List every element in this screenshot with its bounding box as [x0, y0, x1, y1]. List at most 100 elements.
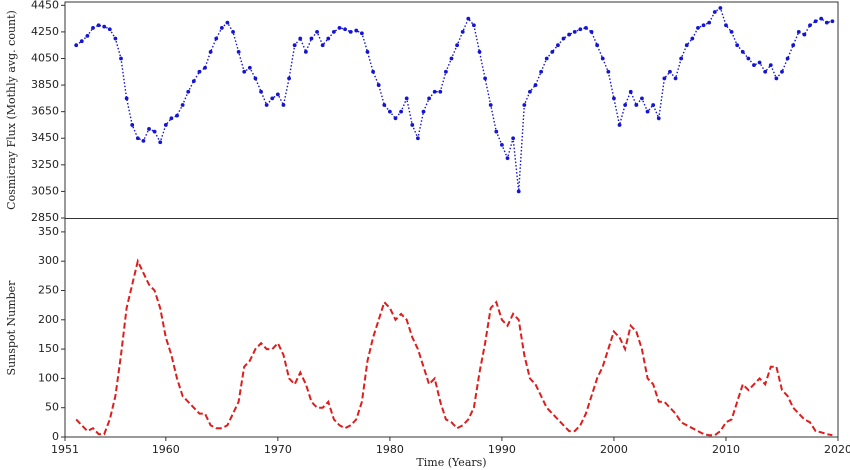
point [225, 20, 230, 25]
point [309, 36, 314, 41]
y-tick-label: 3450 [31, 131, 59, 144]
point [796, 30, 801, 34]
point [208, 49, 213, 54]
point [135, 136, 140, 141]
point [718, 6, 723, 10]
point [645, 109, 650, 114]
point [107, 27, 112, 32]
point [752, 63, 756, 68]
point [763, 69, 768, 74]
point [516, 189, 521, 194]
point [124, 96, 129, 101]
point [449, 56, 454, 61]
point [253, 76, 258, 81]
point [561, 36, 566, 41]
point [505, 156, 510, 161]
point [141, 139, 146, 143]
x-tick-label: 2010 [712, 443, 740, 456]
point [662, 76, 667, 81]
point [443, 69, 448, 74]
point [371, 69, 375, 74]
point [572, 30, 577, 34]
y-tick-label: 3050 [31, 184, 59, 197]
point [343, 27, 347, 32]
point [455, 43, 460, 48]
point [539, 69, 544, 74]
y-tick-label: 3850 [31, 78, 59, 91]
y-tick-label: 250 [38, 283, 59, 296]
point [365, 49, 370, 54]
x-tick-label: 1970 [264, 443, 292, 456]
y-tick-label: 300 [38, 254, 59, 267]
point [298, 36, 303, 41]
point [236, 49, 241, 54]
point [247, 65, 252, 70]
point [735, 43, 740, 48]
point [612, 96, 616, 101]
point [287, 76, 291, 81]
point [651, 103, 656, 107]
point [813, 19, 818, 24]
point [768, 63, 773, 68]
point [404, 96, 409, 101]
point [203, 65, 207, 70]
point [494, 129, 499, 134]
point [79, 39, 84, 44]
x-tick-label: 1960 [152, 443, 180, 456]
point [393, 116, 398, 121]
point [595, 43, 600, 48]
point [242, 69, 247, 74]
point [729, 30, 734, 34]
x-tick-label: 2000 [600, 443, 628, 456]
y-tick-label: 3650 [31, 105, 59, 118]
point [544, 56, 549, 61]
point [119, 56, 123, 61]
point [740, 49, 745, 54]
point [600, 56, 605, 61]
point [410, 123, 415, 127]
point [96, 23, 101, 28]
point [152, 129, 157, 134]
point [808, 23, 812, 28]
point [684, 43, 689, 48]
point [511, 136, 516, 141]
x-axis-label: Time (Years) [416, 456, 486, 469]
y-axis-label: Sunspot Number [5, 280, 18, 376]
point [712, 10, 717, 14]
point [427, 96, 431, 101]
point [264, 103, 269, 107]
point [785, 56, 790, 61]
point [326, 36, 331, 41]
point [550, 49, 555, 54]
point [337, 26, 342, 30]
series-line [75, 258, 833, 437]
point [331, 30, 336, 34]
point [500, 142, 504, 147]
point [102, 24, 107, 29]
point [315, 30, 319, 34]
point [382, 103, 387, 107]
point [746, 56, 751, 61]
point [488, 103, 493, 107]
point [275, 92, 280, 97]
point [130, 123, 135, 127]
x-tick-label: 1951 [51, 443, 79, 456]
point [421, 109, 426, 114]
point [163, 123, 168, 127]
point [191, 79, 196, 83]
point [483, 76, 488, 81]
y-tick-label: 4450 [31, 0, 59, 11]
point [690, 36, 695, 41]
point [791, 43, 796, 48]
x-tick-label: 1990 [488, 443, 516, 456]
point [292, 43, 297, 48]
y-tick-label: 0 [52, 430, 59, 443]
point [567, 32, 572, 37]
point [830, 19, 835, 24]
y-tick-label: 100 [38, 371, 59, 384]
y-tick-label: 2850 [31, 211, 59, 224]
point [466, 16, 471, 21]
point [359, 31, 364, 36]
point [819, 16, 824, 21]
